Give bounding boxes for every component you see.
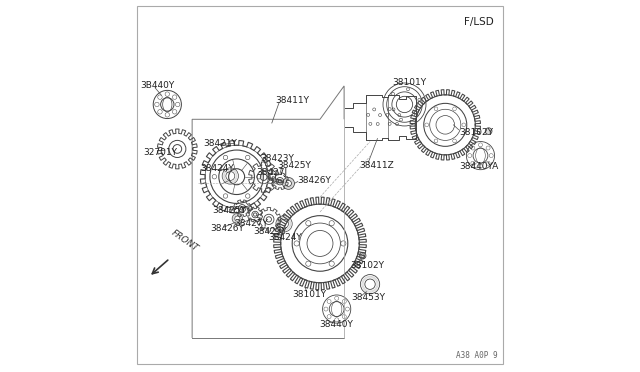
Text: 38425Y: 38425Y: [277, 161, 311, 170]
Text: 32701Y: 32701Y: [143, 148, 177, 157]
Text: 38427Y: 38427Y: [234, 219, 268, 228]
Text: 38101Y: 38101Y: [392, 78, 426, 87]
Text: 38453Y: 38453Y: [351, 293, 385, 302]
Text: 38440YA: 38440YA: [459, 162, 498, 171]
Circle shape: [359, 252, 366, 259]
Text: 38411Y: 38411Y: [276, 96, 310, 105]
Text: 38440Y: 38440Y: [319, 321, 353, 330]
Text: F/LSD: F/LSD: [464, 17, 493, 28]
Text: 38426Y: 38426Y: [298, 176, 332, 185]
Text: 38424Y: 38424Y: [268, 232, 302, 242]
Text: 38421Y: 38421Y: [204, 139, 237, 148]
Text: 38102Y: 38102Y: [350, 261, 385, 270]
Text: 38102Y: 38102Y: [459, 128, 493, 137]
Text: 38427J: 38427J: [256, 168, 287, 177]
Circle shape: [485, 128, 492, 135]
Text: 3B440Y: 3B440Y: [140, 81, 175, 90]
Text: 38425Y: 38425Y: [212, 206, 246, 215]
Text: 38411Z: 38411Z: [359, 161, 394, 170]
Text: 38101Y: 38101Y: [292, 290, 326, 299]
Text: FRONT: FRONT: [170, 228, 200, 253]
Text: 38423Y: 38423Y: [253, 227, 287, 236]
Text: 38426Y: 38426Y: [211, 224, 244, 233]
Text: 38424Y: 38424Y: [200, 164, 234, 173]
Text: 38423Y: 38423Y: [260, 154, 294, 163]
Text: A38 A0P 9: A38 A0P 9: [456, 351, 497, 360]
